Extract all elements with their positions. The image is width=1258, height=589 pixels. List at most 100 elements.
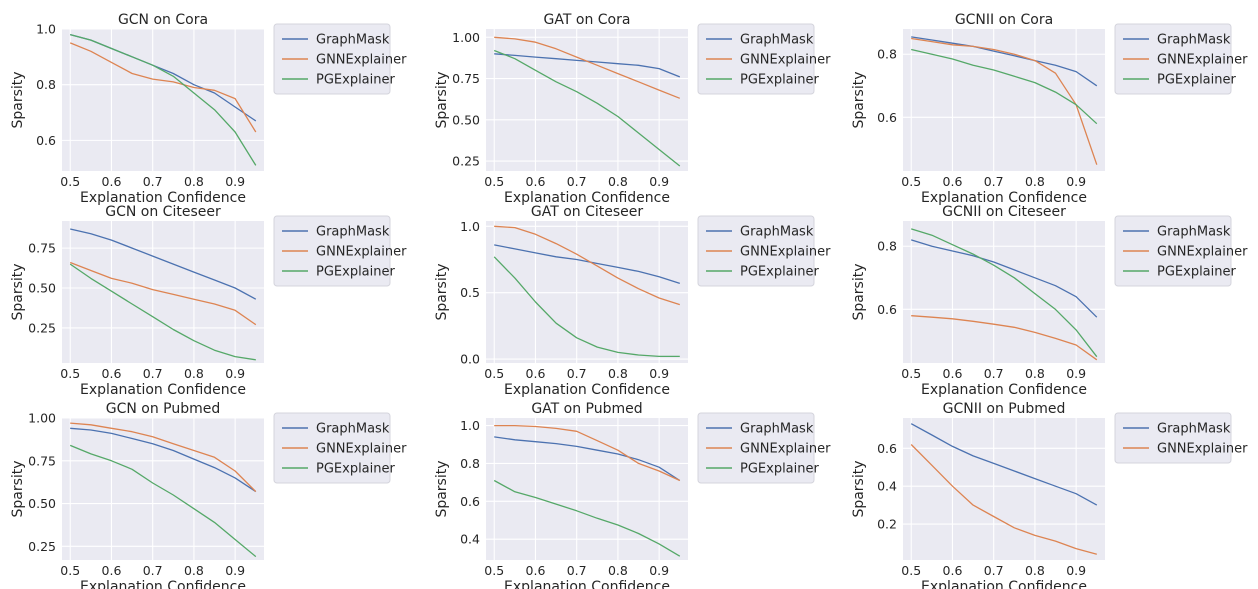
series-line-pgexplainer — [911, 228, 1098, 358]
plot-background — [903, 29, 1105, 171]
series-line-graphmask — [494, 244, 681, 285]
y-tick-label: 0.8 — [877, 239, 897, 254]
legend-label: GNNExplainer — [740, 53, 831, 68]
series-line-gnnexplainer — [69, 42, 257, 133]
series-line-gnnexplainer — [911, 315, 1098, 361]
legend-label: GNNExplainer — [1157, 442, 1248, 457]
chart-title: GCNII on Cora — [955, 12, 1053, 28]
legend: GraphMask GNNExplainer PGExplainer — [697, 23, 831, 95]
subplot-2: 0.5 0.6 0.7 0.8 0.9 0.25 0.50 0.75 1.00 GAT on Co… — [434, 12, 831, 206]
y-tick-label: 0.2 — [877, 517, 897, 532]
legend-frame — [697, 215, 815, 287]
x-axis-label: Explanation Confidence — [921, 579, 1087, 589]
chart-title: GCN on Cora — [118, 12, 208, 28]
series-line-gnnexplainer — [494, 225, 680, 306]
legend: GraphMask GNNExplainer PGExplainer — [273, 215, 407, 287]
plot-background — [62, 29, 264, 171]
y-tick-label: 0.6 — [36, 133, 56, 148]
y-tick-label: 0.6 — [877, 441, 897, 456]
x-tick-label: 0.5 — [484, 366, 504, 381]
x-axis-label: Explanation Confidence — [921, 190, 1087, 206]
legend-frame — [273, 23, 391, 95]
x-tick-label: 0.9 — [225, 366, 245, 381]
y-tick-label: 0.6 — [460, 494, 480, 509]
x-tick-label: 0.5 — [60, 366, 80, 381]
x-tick-label: 0.8 — [184, 563, 204, 578]
series-line-pgexplainer — [70, 33, 257, 166]
y-tick-label: 0.5 — [460, 285, 480, 300]
legend-label: PGExplainer — [316, 73, 395, 88]
legend-label: PGExplainer — [1157, 265, 1236, 280]
y-tick-label: 0.0 — [460, 352, 480, 367]
y-tick-label: 0.8 — [36, 77, 56, 92]
x-tick-label: 0.9 — [649, 174, 669, 189]
series-line-pgexplainer — [493, 49, 681, 167]
y-axis-label: Sparsity — [10, 263, 26, 320]
legend-label: GNNExplainer — [740, 245, 831, 260]
subplot-3: 0.5 0.6 0.7 0.8 0.9 0.6 0.8 GCNII on Cora Explan… — [851, 12, 1248, 206]
series-line-gnnexplainer — [494, 36, 681, 99]
y-tick-label: 0.6 — [877, 302, 897, 317]
plot-background — [486, 418, 688, 560]
y-tick-label: 1.00 — [452, 30, 480, 45]
subplot-6: 0.5 0.6 0.7 0.8 0.9 0.6 0.8 GCNII on Citeseer Ex… — [851, 204, 1248, 398]
legend-frame — [697, 23, 815, 95]
y-tick-label: 0.75 — [28, 241, 56, 256]
x-tick-label: 0.9 — [1066, 366, 1086, 381]
subplot-8: 0.5 0.6 0.7 0.8 0.9 0.4 0.6 0.8 1.0 GAT on Pubmed… — [434, 401, 831, 589]
x-tick-label: 0.5 — [484, 563, 504, 578]
y-axis-label: Sparsity — [851, 263, 867, 320]
legend-frame — [1114, 412, 1232, 464]
y-axis-label: Sparsity — [851, 460, 867, 517]
y-tick-label: 0.25 — [452, 154, 480, 169]
chart-title: GCN on Citeseer — [105, 204, 221, 220]
y-tick-label: 0.8 — [877, 47, 897, 62]
legend-label: GraphMask — [740, 422, 814, 437]
series-line-gnnexplainer — [911, 37, 1098, 165]
legend: GraphMask GNNExplainer — [1114, 412, 1248, 464]
x-tick-label: 0.7 — [984, 563, 1004, 578]
y-tick-label: 0.50 — [452, 112, 480, 127]
x-tick-label: 0.8 — [608, 563, 628, 578]
legend-label: GNNExplainer — [740, 442, 831, 457]
plot-background — [486, 221, 688, 363]
legend-label: PGExplainer — [1157, 73, 1236, 88]
y-axis-label: Sparsity — [434, 71, 450, 128]
subplot-5: 0.5 0.6 0.7 0.8 0.9 0.0 0.5 1.0 GAT on Citeseer E… — [434, 204, 831, 398]
series-line-graphmask — [911, 36, 1098, 87]
series-line-pgexplainer — [69, 444, 257, 558]
x-tick-label: 0.8 — [1025, 174, 1045, 189]
x-tick-label: 0.7 — [143, 563, 163, 578]
x-tick-label: 0.6 — [943, 366, 963, 381]
series-line-graphmask — [70, 228, 257, 300]
y-tick-label: 0.6 — [877, 110, 897, 125]
x-tick-label: 0.7 — [984, 174, 1004, 189]
y-tick-label: 1.00 — [28, 411, 56, 426]
legend-frame — [697, 412, 815, 484]
x-tick-label: 0.8 — [608, 366, 628, 381]
x-tick-label: 0.5 — [901, 563, 921, 578]
x-tick-label: 0.6 — [526, 563, 546, 578]
x-tick-label: 0.6 — [102, 563, 122, 578]
x-tick-label: 0.9 — [1066, 563, 1086, 578]
x-tick-label: 0.9 — [649, 563, 669, 578]
legend-label: PGExplainer — [316, 462, 395, 477]
legend-frame — [273, 412, 391, 484]
legend-label: GraphMask — [740, 225, 814, 240]
x-tick-label: 0.9 — [225, 563, 245, 578]
chart-title: GCNII on Pubmed — [943, 401, 1066, 417]
x-axis-label: Explanation Confidence — [504, 190, 670, 206]
series-line-gnnexplainer — [910, 444, 1097, 555]
chart-title: GAT on Pubmed — [531, 401, 642, 417]
y-tick-label: 0.75 — [452, 71, 480, 86]
x-axis-label: Explanation Confidence — [921, 382, 1087, 398]
series-line-graphmask — [70, 427, 257, 493]
x-tick-label: 0.5 — [901, 174, 921, 189]
series-line-pgexplainer — [493, 256, 680, 358]
x-tick-label: 0.7 — [984, 366, 1004, 381]
subplot-4: 0.5 0.6 0.7 0.8 0.9 0.25 0.50 0.75 GCN on Citese… — [10, 204, 407, 398]
legend: GraphMask GNNExplainer PGExplainer — [1114, 215, 1248, 287]
chart-title: GAT on Citeseer — [531, 204, 644, 220]
x-tick-label: 0.5 — [901, 366, 921, 381]
